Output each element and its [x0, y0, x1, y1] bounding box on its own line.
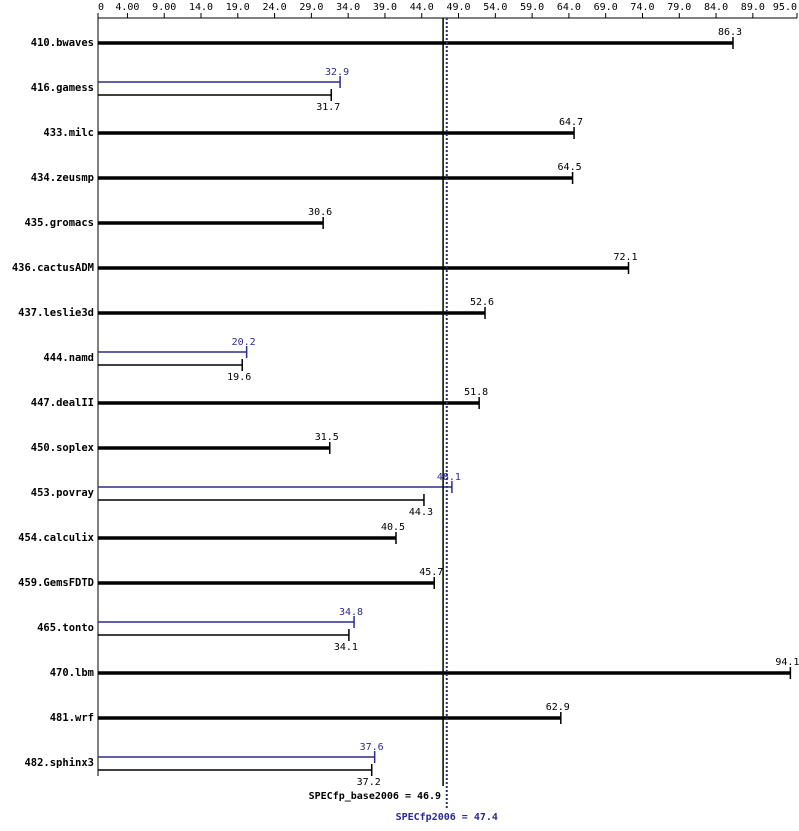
y-tick-label: 410.bwaves [31, 37, 94, 49]
value-label: 34.1 [334, 642, 358, 653]
x-tick-label: 34.0 [336, 2, 360, 13]
value-label: 20.2 [232, 337, 256, 348]
reference-label: SPECfp_base2006 = 46.9 [309, 791, 441, 802]
value-label: 64.5 [558, 162, 582, 173]
value-label: 37.6 [360, 742, 384, 753]
y-tick-label: 436.cactusADM [12, 262, 94, 274]
y-tick-label: 482.sphinx3 [24, 757, 94, 769]
value-label: 37.2 [357, 777, 381, 788]
y-tick-label: 454.calculix [18, 532, 95, 544]
y-tick-label: 453.povray [31, 487, 95, 499]
x-tick-label: 9.00 [152, 2, 176, 13]
value-label: 30.6 [308, 207, 332, 218]
value-label: 86.3 [718, 27, 742, 38]
x-tick-label: 14.0 [189, 2, 213, 13]
y-tick-label: 416.gamess [31, 82, 94, 94]
x-tick-label: 24.0 [263, 2, 287, 13]
x-tick-label: 95.0 [773, 2, 797, 13]
x-tick-label: 49.0 [446, 2, 470, 13]
y-tick-label: 470.lbm [50, 667, 94, 679]
value-label: 64.7 [559, 117, 583, 128]
x-tick-label: 64.0 [557, 2, 581, 13]
value-label: 94.1 [775, 657, 799, 668]
x-tick-label: 4.00 [115, 2, 139, 13]
value-label: 40.5 [381, 522, 405, 533]
x-tick-label: 0 [98, 2, 104, 13]
y-tick-label: 465.tonto [37, 622, 94, 634]
y-tick-label: 435.gromacs [24, 217, 94, 229]
x-tick-label: 39.0 [373, 2, 397, 13]
y-tick-label: 481.wrf [50, 712, 94, 724]
y-tick-label: 444.namd [43, 352, 94, 364]
x-tick-label: 19.0 [226, 2, 250, 13]
value-label: 31.7 [316, 102, 340, 113]
value-label: 72.1 [613, 252, 637, 263]
value-label: 19.6 [227, 372, 251, 383]
value-label: 51.8 [464, 387, 488, 398]
x-tick-label: 84.0 [704, 2, 728, 13]
value-label: 31.5 [315, 432, 339, 443]
value-label: 34.8 [339, 607, 363, 618]
value-label: 62.9 [546, 702, 570, 713]
reference-label: SPECfp2006 = 47.4 [396, 812, 498, 823]
y-tick-label: 450.soplex [31, 442, 95, 454]
value-label: 52.6 [470, 297, 494, 308]
value-label: 44.3 [409, 507, 433, 518]
x-tick-label: 89.0 [741, 2, 765, 13]
y-tick-label: 447.dealII [31, 397, 94, 409]
value-label: 32.9 [325, 67, 349, 78]
x-tick-label: 69.0 [594, 2, 618, 13]
x-tick-label: 54.0 [483, 2, 507, 13]
y-tick-label: 434.zeusmp [31, 172, 94, 184]
x-tick-label: 44.0 [410, 2, 434, 13]
value-label: 48.1 [437, 472, 461, 483]
x-tick-label: 59.0 [520, 2, 544, 13]
y-tick-label: 433.milc [43, 127, 94, 139]
y-tick-label: 459.GemsFDTD [18, 577, 94, 589]
x-tick-label: 79.0 [667, 2, 691, 13]
value-label: 45.7 [419, 567, 443, 578]
x-tick-label: 29.0 [299, 2, 323, 13]
x-tick-label: 74.0 [630, 2, 654, 13]
y-tick-label: 437.leslie3d [18, 307, 94, 319]
